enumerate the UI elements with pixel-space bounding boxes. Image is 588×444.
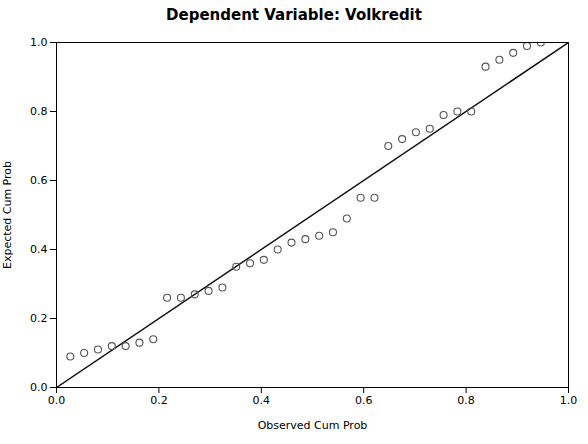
html-text:Dependent Variable: Volkredit: Dependent Variable: Volkredit — [166, 6, 422, 24]
svg-text:1.0: 1.0 — [30, 36, 48, 49]
svg-text:0.8: 0.8 — [30, 105, 48, 118]
svg-text:0.4: 0.4 — [253, 394, 271, 407]
svg-text:0.0: 0.0 — [48, 394, 66, 407]
svg-text:0.4: 0.4 — [30, 243, 48, 256]
svg-text:Observed Cum Prob: Observed Cum Prob — [258, 419, 368, 432]
svg-text:1.0: 1.0 — [560, 394, 578, 407]
svg-text:0.8: 0.8 — [457, 394, 475, 407]
svg-text:0.0: 0.0 — [30, 381, 48, 394]
svg-text:0.6: 0.6 — [355, 394, 373, 407]
svg-text:0.2: 0.2 — [150, 394, 168, 407]
svg-text:0.6: 0.6 — [30, 174, 48, 187]
svg-text:Expected Cum Prob: Expected Cum Prob — [1, 161, 14, 269]
svg-text:0.2: 0.2 — [30, 312, 48, 325]
